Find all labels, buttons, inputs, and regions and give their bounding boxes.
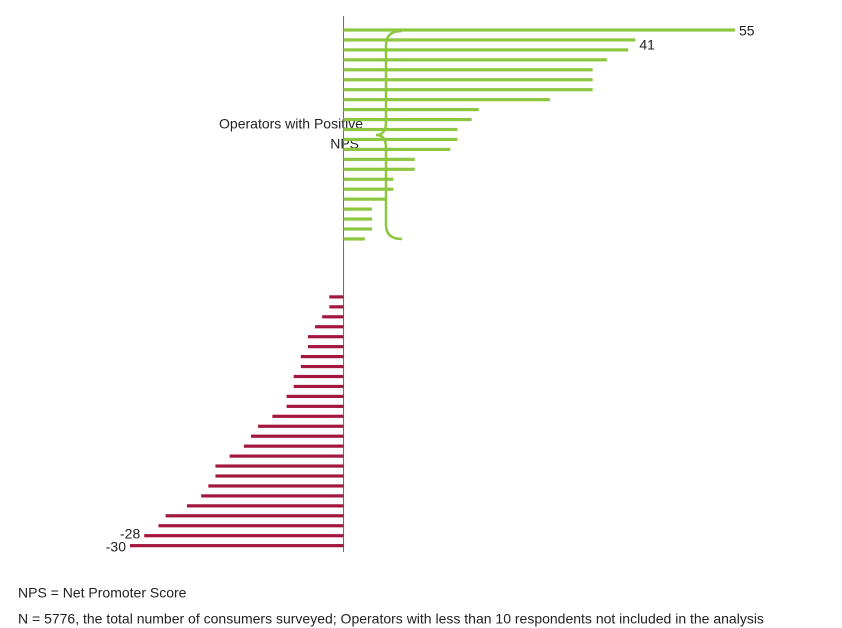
bar — [300, 364, 344, 369]
bar — [343, 197, 387, 201]
bar — [201, 494, 344, 498]
bar — [343, 167, 415, 171]
bar — [329, 295, 344, 299]
footnote: N = 5776, the total number of consumers … — [18, 611, 764, 627]
bar — [258, 424, 344, 428]
bar — [272, 414, 344, 418]
bar — [343, 117, 472, 122]
bar — [343, 28, 735, 32]
footnote: NPS = Net Promoter Score — [18, 585, 187, 601]
bar — [343, 58, 607, 62]
bar — [343, 137, 458, 142]
bar — [343, 108, 479, 112]
value-label: 41 — [639, 37, 655, 53]
bar — [215, 464, 344, 468]
bar — [343, 177, 394, 181]
bar — [286, 394, 344, 398]
bar — [251, 434, 344, 438]
bar — [307, 335, 344, 339]
bar — [343, 127, 458, 132]
bar — [343, 78, 593, 82]
bar — [229, 454, 344, 458]
bar — [343, 217, 372, 221]
value-label: -28 — [120, 525, 140, 541]
bar — [343, 157, 415, 161]
bar — [144, 534, 344, 538]
bar — [243, 444, 344, 448]
brace — [375, 29, 403, 241]
bar — [322, 315, 344, 319]
bar — [343, 147, 451, 151]
bar — [215, 474, 344, 478]
bar — [158, 524, 344, 528]
bar — [130, 544, 344, 548]
bar — [300, 355, 344, 359]
value-label: -30 — [106, 538, 126, 554]
bar — [293, 374, 344, 379]
bar — [286, 404, 344, 408]
bar — [343, 88, 593, 92]
bar — [343, 48, 629, 52]
bar — [208, 484, 344, 488]
annotation: Operators with Positive — [219, 116, 363, 132]
bar — [343, 237, 365, 241]
bar — [343, 98, 550, 102]
bar — [343, 68, 593, 72]
bar — [343, 207, 372, 211]
bar — [343, 38, 636, 42]
bar — [307, 345, 344, 349]
bar — [293, 384, 344, 389]
value-label: 55 — [739, 23, 755, 39]
bar — [165, 514, 344, 518]
bar — [343, 227, 372, 231]
bar — [329, 305, 344, 309]
bar — [186, 504, 344, 508]
bar — [315, 325, 344, 329]
bar — [343, 187, 394, 191]
